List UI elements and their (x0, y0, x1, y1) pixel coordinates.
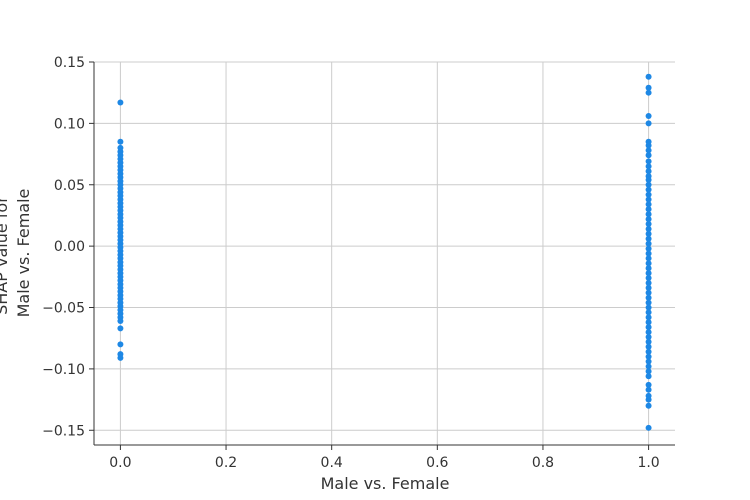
y-axis-title: SHAP value for Male vs. Female (0, 189, 33, 318)
x-tick-label: 1.0 (637, 455, 659, 471)
y-tick-label: 0.00 (54, 239, 85, 255)
scatter-point (117, 318, 124, 325)
scatter-point (645, 235, 652, 242)
scatter-point (645, 343, 652, 350)
scatter-point (645, 89, 652, 96)
scatter-point (645, 113, 652, 120)
scatter-point (117, 138, 124, 145)
scatter-point (645, 191, 652, 198)
scatter-point (645, 142, 652, 149)
scatter-point (645, 152, 652, 159)
x-tick-label: 0.4 (321, 455, 343, 471)
scatter-point (645, 158, 652, 165)
scatter-point (645, 245, 652, 252)
scatter-point (645, 373, 652, 380)
scatter-point (645, 304, 652, 311)
scatter-point (645, 314, 652, 321)
scatter-point (645, 196, 652, 203)
y-axis-title-line-2: Male vs. Female (14, 189, 33, 318)
scatter-point (117, 99, 124, 106)
scatter-point (645, 338, 652, 345)
scatter-point (645, 265, 652, 272)
scatter-point (645, 147, 652, 154)
scatter-point (645, 221, 652, 228)
scatter-points (117, 73, 652, 431)
grid-lines (94, 61, 675, 445)
y-axis-title-line-1: SHAP value for (0, 196, 11, 315)
scatter-point (645, 206, 652, 213)
scatter-point (645, 84, 652, 91)
x-axis-ticks: 0.0 0.2 0.4 0.6 0.8 1.0 (109, 445, 660, 471)
scatter-point (645, 225, 652, 232)
scatter-point (117, 341, 124, 348)
scatter-point (645, 250, 652, 257)
y-tick-label: 0.05 (54, 178, 85, 194)
y-tick-label: −0.10 (42, 362, 85, 378)
scatter-point (645, 396, 652, 403)
scatter-point (645, 255, 652, 262)
x-tick-label: 0.8 (532, 455, 554, 471)
y-tick-label: 0.10 (54, 116, 85, 132)
scatter-point (645, 329, 652, 336)
scatter-point (645, 299, 652, 306)
scatter-point (645, 358, 652, 365)
x-tick-label: 0.2 (215, 455, 237, 471)
x-tick-label: 0.0 (109, 455, 131, 471)
y-tick-label: −0.15 (42, 423, 85, 439)
scatter-point (645, 163, 652, 170)
scatter-point (645, 73, 652, 80)
scatter-point (645, 284, 652, 291)
scatter-point (645, 216, 652, 223)
scatter-point (645, 240, 652, 247)
scatter-point (645, 309, 652, 316)
scatter-point (645, 260, 652, 267)
x-tick-label: 0.6 (426, 455, 448, 471)
scatter-point (645, 319, 652, 326)
scatter-point (117, 354, 124, 361)
scatter-point (645, 211, 652, 218)
scatter-point (645, 230, 652, 237)
scatter-point (645, 368, 652, 375)
y-tick-label: 0.15 (54, 55, 85, 71)
scatter-point (645, 120, 652, 127)
scatter-point (645, 168, 652, 175)
scatter-point (645, 363, 652, 370)
scatter-point (645, 324, 652, 331)
scatter-point (645, 176, 652, 183)
scatter-point (645, 402, 652, 409)
scatter-point (645, 270, 652, 277)
scatter-point (645, 275, 652, 282)
scatter-point (645, 386, 652, 393)
x-axis-title: Male vs. Female (321, 474, 450, 493)
scatter-point (645, 186, 652, 193)
scatter-point (645, 424, 652, 431)
scatter-point (645, 289, 652, 296)
y-axis-ticks: −0.15 −0.10 −0.05 0.00 0.05 0.10 0.15 (42, 55, 94, 439)
scatter-point (117, 325, 124, 332)
scatter-point (645, 294, 652, 301)
scatter-point (645, 381, 652, 388)
scatter-point (645, 353, 652, 360)
y-tick-label: −0.05 (42, 301, 85, 317)
scatter-point (645, 279, 652, 286)
scatter-point (645, 348, 652, 355)
scatter-point (645, 181, 652, 188)
scatter-point (645, 201, 652, 208)
scatter-point (645, 333, 652, 340)
